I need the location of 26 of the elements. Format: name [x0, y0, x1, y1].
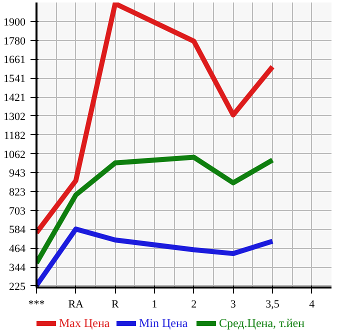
y-tick-label: 1661 [4, 54, 26, 66]
x-tick-label: 3,5 [266, 298, 280, 310]
y-tick-label: 1541 [4, 73, 26, 86]
legend-label: Сред.Цена, т.йен [219, 316, 305, 330]
x-tick-label: *** [28, 298, 45, 310]
x-tick-label: 2 [191, 298, 197, 310]
legend-label: Min Цена [139, 316, 188, 330]
x-tick-label: R [112, 298, 120, 310]
y-tick-label: 1900 [4, 16, 26, 28]
y-tick-label: 225 [9, 280, 26, 293]
x-tick-label: 1 [152, 298, 158, 310]
x-tick-label: 3 [230, 298, 236, 310]
y-tick-label: 1421 [4, 92, 26, 104]
y-tick-label: 943 [9, 168, 26, 180]
y-tick-label: 464 [9, 243, 26, 256]
y-tick-label: 344 [9, 262, 26, 274]
y-tick-label: 823 [9, 186, 26, 198]
y-tick-label: 1062 [4, 148, 26, 161]
y-tick-label: 703 [9, 205, 26, 218]
y-tick-label: 1182 [4, 130, 26, 142]
x-tick-label: 4 [309, 298, 316, 310]
x-tick-label: RA [68, 298, 84, 310]
y-tick-label: 1780 [4, 35, 26, 48]
y-tick-label: 584 [9, 224, 26, 236]
y-tick-label: 1302 [4, 110, 26, 123]
legend-label: Max Цена [59, 316, 110, 330]
